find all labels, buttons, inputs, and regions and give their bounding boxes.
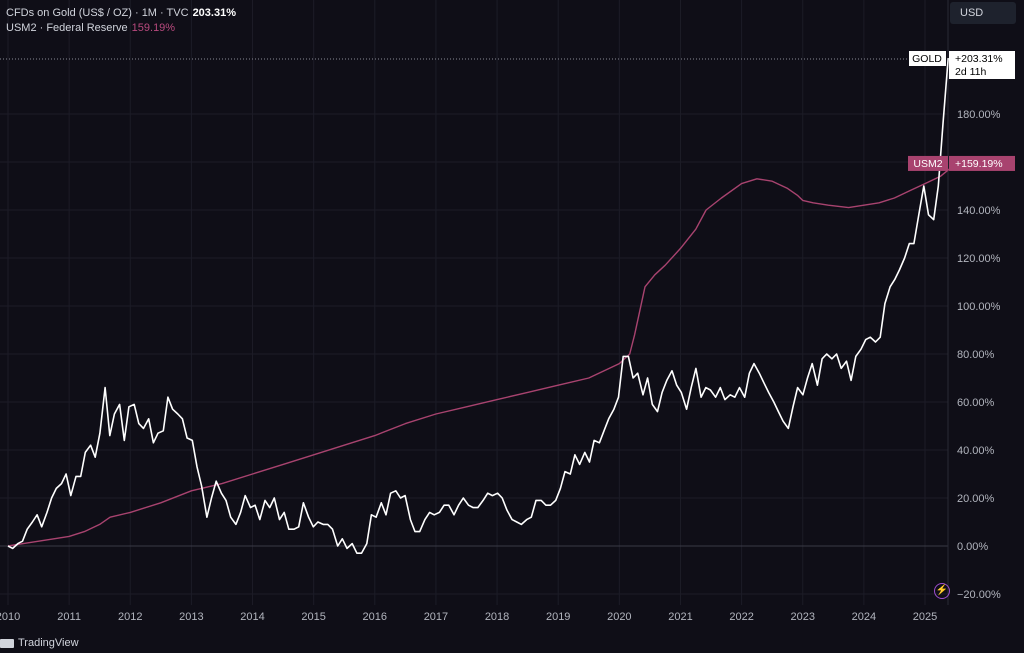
y-tick-label: 80.00% [957,349,995,361]
y-tick-label: 40.00% [957,445,995,457]
x-tick-label: 2019 [546,611,570,623]
y-tick-label: 140.00% [957,205,1001,217]
y-tick-label: −20.00% [957,589,1001,601]
y-tick-label: 20.00% [957,493,995,505]
gold-tag-label: GOLD [912,53,942,65]
x-tick-label: 2020 [607,611,631,623]
y-tick-label: 180.00% [957,109,1001,121]
y-tick-label: 60.00% [957,397,995,409]
gold-value-label: +203.31% [955,53,1003,65]
series-line-usm2 [7,163,957,547]
legend-gold-title: CFDs on Gold (US$ / OZ) · 1M · TVC [6,7,189,19]
y-tick-label: 100.00% [957,301,1001,313]
x-tick-label: 2021 [668,611,692,623]
x-tick-label: 2015 [301,611,325,623]
legend: CFDs on Gold (US$ / OZ) · 1M · TVC 203.31… [6,6,236,36]
x-tick-label: 2022 [729,611,753,623]
y-tick-label: 120.00% [957,253,1001,265]
gold-tag-box [909,51,946,66]
legend-m2[interactable]: USM2 · Federal Reserve 159.19% [6,21,236,36]
y-tick-label: 0.00% [957,541,988,553]
gold-countdown-label: 2d 11h [955,66,986,78]
x-tick-label: 2013 [179,611,203,623]
legend-m2-value: 159.19% [131,22,176,34]
gold-value-box [949,51,1015,79]
series-layer [7,58,957,555]
series-line-gold [7,58,949,555]
tradingview-logo-text: TradingView [18,637,79,649]
x-tick-label: 2014 [240,611,264,623]
x-axis[interactable]: 2010 2011 2012 2013 2014 2015 2016 2017 2018 2019… [0,611,937,623]
legend-m2-title: USM2 · Federal Reserve [6,22,128,34]
m2-value-label: +159.19% [955,158,1003,170]
currency-button[interactable]: USD [950,2,1016,24]
tradingview-logo-icon [0,638,14,648]
x-tick-label: 2018 [485,611,509,623]
x-tick-label: 2012 [118,611,142,623]
grid-lines [0,0,948,605]
y-axis[interactable]: −20.00% 0.00% 20.00% 40.00% 60.00% 80.00% 100.… [957,109,1001,601]
legend-gold-value: 203.31% [192,7,236,19]
m2-value-box [949,155,1015,171]
lightning-icon[interactable]: ⚡ [934,583,950,599]
x-tick-label: 2025 [913,611,937,623]
x-tick-label: 2016 [363,611,387,623]
x-tick-label: 2017 [424,611,448,623]
legend-gold[interactable]: CFDs on Gold (US$ / OZ) · 1M · TVC 203.31… [6,6,236,21]
m2-tag-box [908,155,948,171]
m2-tag-label: USM2 [913,158,942,170]
x-tick-label: 2011 [57,611,81,623]
tradingview-logo[interactable]: TradingView [0,637,79,649]
x-tick-label: 2010 [0,611,20,623]
x-tick-label: 2023 [790,611,814,623]
series-tags: GOLD +203.31%2d 11h USM2 +159.19% [908,51,1015,171]
x-tick-label: 2024 [852,611,876,623]
